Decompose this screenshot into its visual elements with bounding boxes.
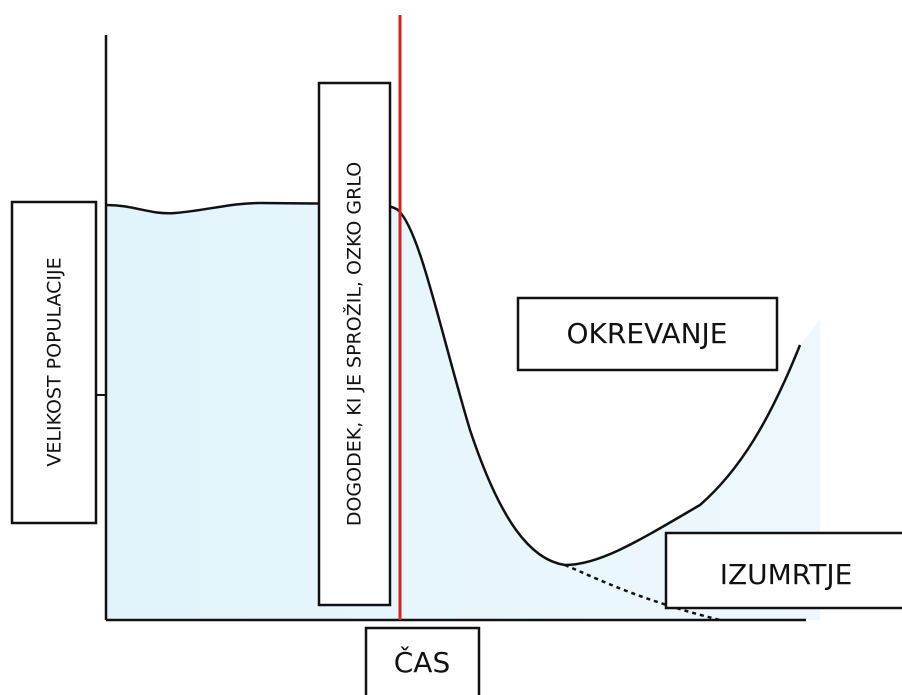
x-axis-label: ČAS: [394, 645, 450, 679]
extinction-label: IZUMRTJE: [720, 558, 853, 591]
population-curve: [105, 201, 802, 567]
recovery-box: [516, 296, 779, 372]
y-label-box: [10, 200, 98, 525]
y-axis-label: VELIKOST POPULACIJE: [44, 257, 66, 466]
extinction-box: [664, 531, 902, 610]
area-fill: [106, 203, 820, 620]
recovery-label: OKREVANJE: [567, 317, 728, 350]
extinction-curve: [564, 563, 721, 622]
event-box: [317, 81, 392, 607]
x-label-box: [364, 626, 481, 695]
event-label: DOGODEK, KI JE SPROŽIL, OZKO GRLO: [343, 162, 366, 526]
